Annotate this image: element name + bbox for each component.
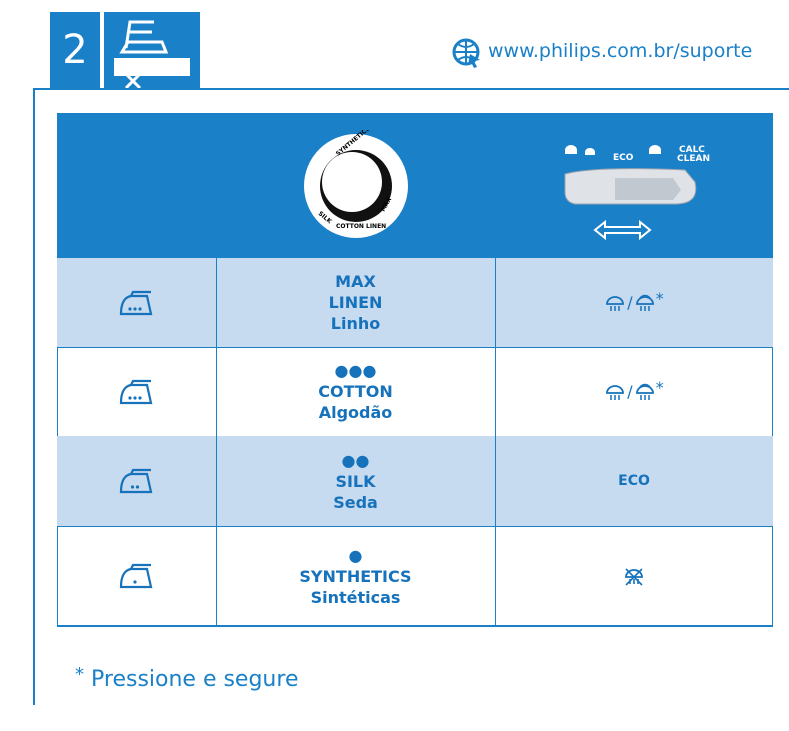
iron-icon — [119, 563, 152, 589]
steam-cell: / * — [495, 347, 773, 436]
globe-icon — [452, 38, 480, 68]
iron-icon — [119, 290, 152, 315]
col-divider — [216, 113, 217, 626]
footnote-marker: * — [75, 664, 84, 685]
slider-label: CLEAN — [677, 154, 710, 164]
top-rule — [33, 88, 789, 90]
dial-label: LINEN — [366, 223, 386, 230]
steam-icon — [606, 295, 625, 311]
setting-cell: MAX LINEN Linho — [216, 258, 495, 347]
support-url[interactable]: www.philips.com.br/suporte — [488, 40, 753, 62]
setting-text: ● — [348, 545, 363, 565]
steam-slider: ECO CALC CLEAN — [564, 145, 710, 241]
setting-text: SILK — [335, 471, 376, 491]
setting-text: SYNTHETICS — [299, 566, 412, 586]
steam-cell: ECO — [495, 436, 773, 526]
setting-cell: ● SYNTHETICS Sintéticas — [216, 526, 495, 626]
row — [57, 526, 773, 627]
setting-text: ●●● — [334, 361, 377, 380]
steam-icon — [635, 383, 654, 400]
iron-tab — [104, 12, 200, 88]
slash: / — [627, 293, 633, 312]
setting-text: Seda — [333, 492, 378, 512]
steam-icon — [635, 294, 654, 311]
no-steam-icon — [625, 568, 643, 586]
dial: SYNTHETICS SILK COTTON LINEN MAX — [304, 130, 408, 238]
slider-label: CALC — [679, 145, 705, 155]
setting-text: ●● — [341, 450, 370, 470]
symbol-cell — [57, 347, 216, 436]
dial-label: COTTON — [336, 223, 364, 230]
note-marker: * — [655, 289, 664, 308]
row — [57, 258, 773, 348]
section-number: 2 — [62, 27, 88, 73]
eco-label: ECO — [618, 472, 650, 489]
setting-cell: ●●● COTTON Algodão — [216, 347, 495, 436]
iron-icon — [119, 468, 152, 494]
setting-cell: ●● SILK Seda — [216, 436, 495, 526]
steam-cell: / * — [495, 258, 773, 347]
slash: / — [627, 382, 633, 401]
footnote-text: Pressione e segure — [91, 667, 299, 692]
footnote: * Pressione e segure — [75, 664, 298, 692]
steam-icon — [606, 384, 625, 400]
setting-text: Algodão — [318, 403, 393, 422]
steam-cell — [495, 526, 773, 626]
symbol-cell — [57, 436, 216, 526]
note-marker: * — [655, 378, 664, 397]
section-tab: 2 — [50, 12, 100, 88]
setting-text: Sintéticas — [310, 587, 401, 607]
setting-text: Linho — [330, 314, 381, 333]
iron-icon — [119, 379, 152, 404]
left-rule — [33, 88, 35, 705]
symbol-cell — [57, 258, 216, 347]
col-divider — [495, 113, 496, 626]
setting-text: MAX — [335, 272, 376, 291]
setting-text: LINEN — [328, 293, 383, 312]
symbol-cell — [57, 526, 216, 626]
slider-label: ECO — [613, 153, 634, 163]
setting-text: COTTON — [318, 382, 393, 401]
row — [57, 436, 773, 527]
